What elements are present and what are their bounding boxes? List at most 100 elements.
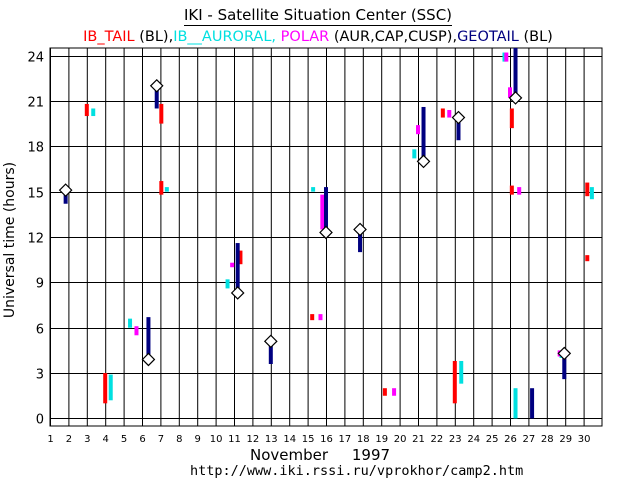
data-mark-polar — [320, 194, 325, 230]
data-mark-polar — [416, 125, 420, 135]
data-mark-ib-tail — [103, 373, 108, 404]
data-mark-ib-auroral — [311, 187, 316, 192]
data-mark-ib-tail — [84, 103, 89, 117]
x-tick-label: 19 — [375, 434, 388, 445]
data-mark-polar — [517, 187, 522, 195]
x-tick-label: 29 — [559, 434, 572, 445]
data-mark-ib-tail — [585, 255, 590, 262]
data-mark-geotail — [530, 388, 535, 419]
y-tick-label: 9 — [36, 277, 44, 292]
diamond-marker — [451, 110, 466, 125]
data-mark-ib-tail — [382, 388, 387, 396]
x-tick-label: 24 — [467, 434, 480, 445]
data-mark-geotail — [154, 85, 159, 109]
x-tick-label: 3 — [84, 434, 90, 445]
data-mark-ib-auroral — [589, 187, 594, 200]
x-tick-label: 5 — [121, 434, 127, 445]
x-tick-label: 13 — [265, 434, 278, 445]
x-axis-label: November 1997 — [250, 446, 391, 464]
data-mark-geotail — [324, 187, 328, 233]
legend-polar-note: (AUR,CAP,CUSP), — [333, 29, 458, 45]
x-tick-label: 15 — [302, 434, 315, 445]
data-mark-ib-tail — [585, 182, 590, 197]
x-tick-label: 2 — [66, 434, 72, 445]
data-mark-ib-auroral — [91, 108, 96, 117]
data-mark-polar — [508, 87, 512, 98]
x-tick-label: 20 — [394, 434, 407, 445]
data-mark-polar — [230, 262, 235, 268]
y-tick-label: 24 — [27, 51, 44, 66]
diamond-marker — [319, 225, 333, 240]
data-mark-ib-tail — [159, 181, 164, 195]
chart-title: IKI - Satellite Situation Center (SSC) — [183, 6, 453, 26]
diamond-marker — [141, 352, 156, 367]
data-mark-geotail — [513, 48, 518, 98]
data-mark-geotail — [235, 243, 240, 293]
diamond-marker — [416, 154, 431, 169]
data-mark-geotail — [268, 341, 273, 365]
diamond-marker — [58, 183, 73, 197]
x-tick-label: 6 — [139, 434, 145, 445]
legend-geotail-name: GEOTAIL — [457, 29, 519, 45]
data-mark-ib-auroral — [128, 318, 133, 328]
footer-url: http://www.iki.rssi.ru/vprokhor/camp2.ht… — [190, 463, 524, 479]
x-tick-label: 30 — [578, 434, 591, 445]
data-mark-polar — [392, 388, 397, 396]
data-mark-ib-auroral — [459, 360, 464, 384]
legend-ib-auroral-name: IB__AURORAL, — [173, 29, 277, 45]
x-tick-label: 4 — [103, 434, 109, 445]
data-mark-polar — [318, 314, 323, 321]
data-mark-polar — [447, 109, 452, 118]
x-tick-label: 18 — [357, 434, 370, 445]
diamond-marker — [230, 286, 245, 300]
x-tick-label: 21 — [412, 434, 425, 445]
data-mark-geotail — [562, 353, 567, 380]
x-tick-label: 17 — [339, 434, 352, 445]
data-mark-ib-tail — [509, 185, 514, 195]
data-mark-ib-auroral — [513, 388, 518, 419]
y-tick-label: 21 — [27, 96, 44, 111]
data-mark-ib-tail — [509, 108, 514, 129]
data-mark-ib-tail — [452, 360, 457, 404]
x-tick-label: 10 — [210, 434, 223, 445]
diamond-marker — [149, 78, 164, 93]
data-mark-ib-tail — [238, 250, 243, 265]
x-tick-label: 1 — [47, 434, 53, 445]
x-tick-label: 25 — [486, 434, 499, 445]
x-tick-label: 28 — [541, 434, 554, 445]
y-tick-label: 0 — [36, 413, 44, 428]
data-mark-geotail — [421, 106, 426, 162]
y-tick-label: 15 — [27, 187, 44, 202]
data-mark-ib-auroral — [108, 374, 113, 401]
data-mark-polar — [504, 52, 509, 62]
x-tick-label: 26 — [504, 434, 517, 445]
legend-polar-name: POLAR — [280, 29, 330, 45]
data-mark-ib-tail — [310, 314, 315, 321]
x-tick-label: 23 — [449, 434, 462, 445]
legend-geotail-note: (BL) — [523, 29, 553, 45]
legend: IB_TAIL (BL),IB__AURORAL, POLAR (AUR,CAP… — [0, 29, 636, 45]
x-tick-label: 9 — [195, 434, 201, 445]
x-tick-label: 8 — [176, 434, 182, 445]
y-tick-label: 12 — [27, 232, 44, 247]
diamond-marker — [557, 346, 572, 361]
x-tick-label: 12 — [247, 434, 260, 445]
data-mark-geotail — [456, 117, 461, 141]
data-mark-polar — [134, 326, 139, 336]
y-tick-label: 3 — [36, 368, 44, 383]
legend-ib-tail-name: IB_TAIL — [83, 29, 135, 45]
data-mark-ib-tail — [440, 108, 445, 118]
x-tick-label: 11 — [228, 434, 241, 445]
y-tick-label: 18 — [27, 141, 44, 156]
y-tick-label: 6 — [36, 323, 44, 338]
data-mark-ib-auroral — [225, 279, 230, 289]
data-mark-ib-auroral — [412, 149, 417, 159]
data-mark-geotail — [358, 229, 363, 253]
diamond-marker — [263, 334, 278, 349]
data-mark-ib-tail — [159, 103, 164, 124]
x-tick-label: 27 — [523, 434, 536, 445]
x-tick-label: 16 — [320, 434, 333, 445]
data-mark-geotail — [146, 317, 151, 360]
diamond-marker — [353, 222, 367, 237]
